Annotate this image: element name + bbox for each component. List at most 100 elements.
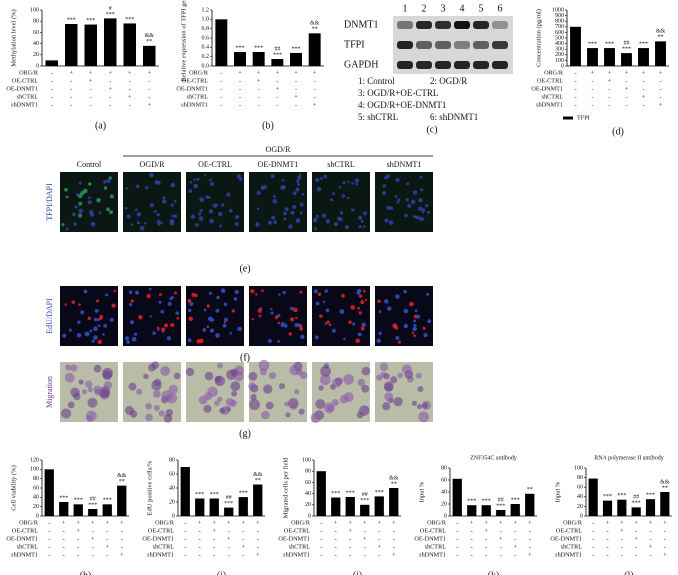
condition-label: shDNMT1: [536, 101, 563, 108]
y-tick-label: 60: [305, 480, 311, 486]
bar: [331, 497, 341, 516]
panel-label: (h): [80, 570, 92, 575]
condition-sign: -: [109, 93, 111, 100]
cell: [360, 326, 365, 331]
cell: [161, 327, 166, 332]
y-tick-label: 0.4: [202, 45, 210, 51]
micrograph: [375, 172, 433, 232]
y-tick-label: 0.6: [202, 35, 210, 41]
cell: [350, 305, 356, 310]
condition-sign: +: [294, 93, 298, 100]
condition-sign: -: [121, 543, 123, 550]
cell: [263, 185, 267, 189]
condition-sign: -: [608, 85, 610, 92]
significance: **: [312, 27, 318, 33]
condition-sign: -: [591, 77, 593, 84]
cell: [341, 194, 346, 198]
bar: [360, 504, 370, 516]
cell: [208, 209, 214, 214]
cell: [128, 290, 133, 294]
cell: [170, 182, 176, 188]
cell: [176, 316, 180, 320]
condition-sign: +: [128, 69, 132, 76]
panel-label: (e): [239, 263, 250, 274]
condition-sign: -: [642, 77, 644, 84]
condition-label: shDNMT1: [11, 101, 38, 108]
condition-sign: +: [91, 535, 95, 542]
significance: **: [658, 35, 664, 41]
cell: [65, 227, 69, 231]
condition-sign: -: [92, 551, 94, 558]
cell: [314, 335, 319, 340]
cell: [209, 218, 215, 224]
blot-row-label: DNMT1: [344, 19, 378, 30]
cell: [315, 178, 320, 183]
condition-sign: -: [90, 85, 92, 92]
condition-sign: -: [349, 543, 351, 550]
significance: &&: [660, 479, 670, 485]
condition-sign: -: [635, 527, 637, 534]
condition-sign: -: [276, 77, 278, 84]
cell: [96, 299, 100, 303]
cell: [313, 289, 318, 294]
condition-label: OE-DNMT1: [278, 535, 310, 542]
condition-sign: +: [242, 543, 246, 550]
condition-sign: -: [314, 77, 316, 84]
significance: &&: [145, 33, 155, 39]
cell: [322, 300, 326, 304]
condition-label: ORG/R: [291, 519, 311, 526]
cell: [358, 294, 363, 298]
cell: [153, 404, 160, 411]
cell: [389, 206, 394, 211]
cell: [168, 384, 178, 395]
cell: [397, 340, 401, 344]
condition-sign: -: [106, 535, 108, 542]
cell: [331, 192, 335, 196]
cell: [278, 383, 286, 390]
condition-sign: +: [77, 519, 81, 526]
condition-sign: -: [378, 535, 380, 542]
cell: [78, 181, 82, 185]
cell: [395, 294, 400, 299]
condition-label: ORG/R: [155, 519, 175, 526]
cell: [87, 316, 91, 321]
cell: [384, 299, 389, 304]
condition-sign: +: [634, 535, 638, 542]
cell: [421, 210, 425, 214]
condition-sign: +: [528, 519, 532, 526]
bar: [104, 18, 117, 66]
cell: [257, 308, 262, 314]
cell: [390, 376, 398, 384]
cell: [405, 198, 409, 202]
condition-sign: -: [514, 551, 516, 558]
cell: [421, 217, 425, 221]
cell: [111, 303, 116, 308]
y-tick-label: 60: [577, 485, 583, 491]
condition-sign: +: [349, 519, 353, 526]
cell: [191, 292, 196, 297]
cell: [109, 194, 114, 199]
y-axis-label: Relative expression of TFPI gene: [180, 0, 187, 81]
y-tick-label: 20: [33, 504, 39, 510]
cell: [278, 293, 281, 296]
condition-sign: -: [199, 535, 201, 542]
cell: [323, 363, 330, 369]
cell: [384, 382, 394, 392]
condition-sign: -: [257, 543, 259, 550]
cell: [295, 187, 300, 192]
cell: [67, 401, 75, 409]
cell: [109, 317, 114, 322]
cell: [89, 329, 93, 333]
cell: [283, 211, 287, 216]
condition-sign: -: [184, 551, 186, 558]
cell: [161, 200, 165, 204]
y-axis-label: EdU positive cells/%: [146, 460, 153, 515]
condition-label: shCTRL: [542, 93, 564, 100]
cell: [208, 196, 211, 199]
cell: [317, 292, 322, 296]
significance: ***: [605, 41, 614, 47]
condition-sign: -: [258, 101, 260, 108]
y-tick-label: 100: [555, 58, 564, 64]
condition-label: shDNMT1: [11, 551, 38, 558]
cell: [382, 184, 387, 188]
